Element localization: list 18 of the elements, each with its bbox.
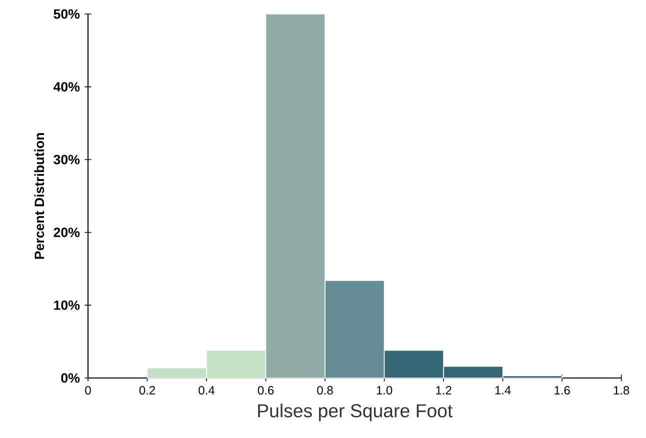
y-axis-title: Percent Distribution — [34, 133, 44, 259]
y-tick-label: 50% — [54, 9, 80, 19]
x-axis-title: Pulses per Square Foot — [258, 404, 453, 422]
x-tick-label: 1.0 — [376, 386, 392, 395]
x-tick-label: 0.8 — [317, 386, 333, 395]
y-tick-label: 0% — [61, 373, 80, 383]
x-tick-label: 0.2 — [139, 386, 155, 395]
y-tick-label: 40% — [53, 82, 80, 92]
x-tick-label: 0.4 — [198, 386, 215, 395]
x-tick-label: 1.6 — [554, 386, 570, 395]
y-tick-label: 30% — [54, 154, 80, 164]
x-tick-label: 1.2 — [436, 386, 452, 394]
x-tick-label: 0.6 — [258, 386, 274, 395]
x-tick-label: 1.4 — [495, 386, 511, 394]
y-tick-label: 10% — [54, 300, 80, 310]
x-tick-label: 1.8 — [614, 386, 630, 395]
y-tick-label: 20% — [54, 228, 80, 238]
x-tick-label: 0 — [85, 386, 91, 395]
